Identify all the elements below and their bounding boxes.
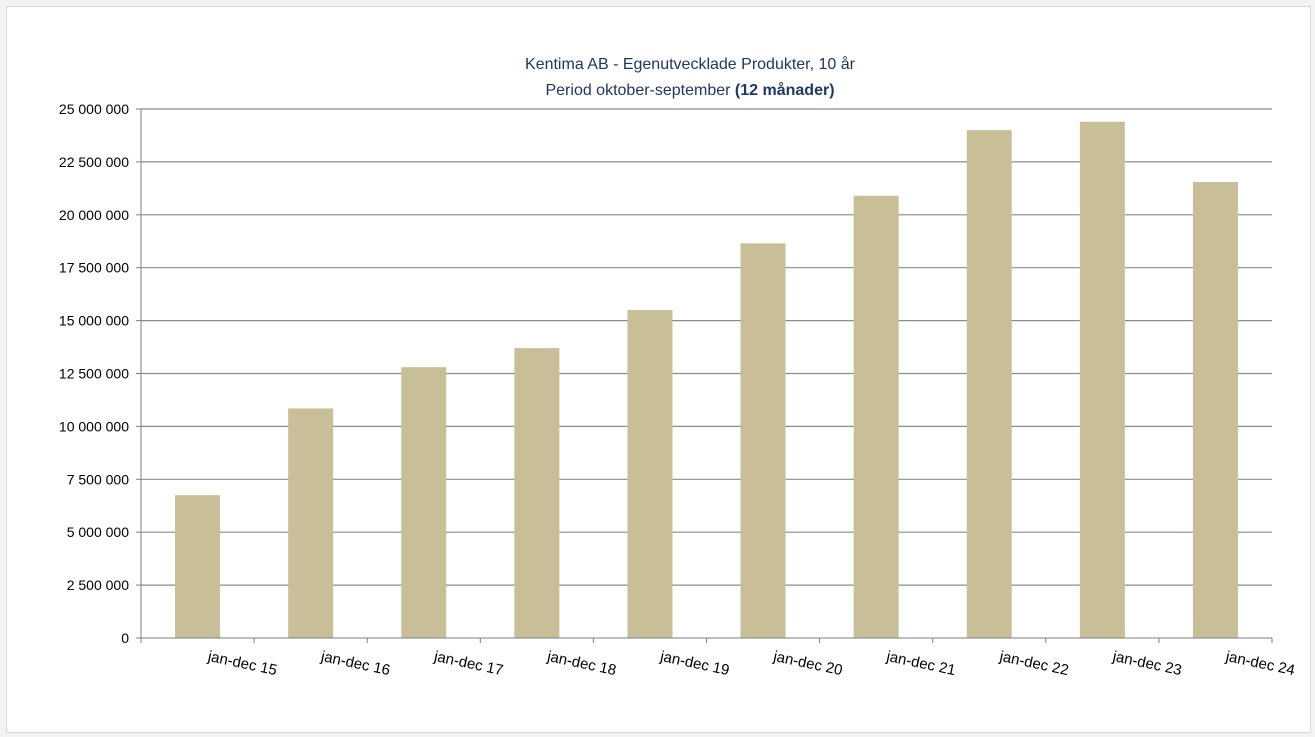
chart-frame: Kentima AB - Egenutvecklade Produkter, 1… — [6, 6, 1311, 733]
bar-jan-dec-18 — [514, 348, 560, 638]
y-tick-label: 10 000 000 — [59, 418, 129, 434]
y-tick-label: 25 000 000 — [59, 101, 129, 117]
x-tick-labels: jan-dec 15 jan-dec 16 jan-dec 17 jan-dec 18… — [205, 648, 1296, 679]
chart-title-line2: Period oktober-september (12 månader) — [545, 81, 834, 99]
y-tick-label: 12 500 000 — [59, 366, 129, 382]
x-tick-label: jan-dec 18 — [545, 648, 618, 679]
bar-jan-dec-16 — [288, 408, 334, 638]
y-tick-label: 22 500 000 — [59, 154, 129, 170]
bar-jan-dec-24 — [1192, 182, 1238, 638]
bar-jan-dec-22 — [966, 130, 1012, 638]
x-tick-label: jan-dec 16 — [319, 648, 392, 679]
y-tick-label: 7 500 000 — [67, 471, 129, 487]
chart-title-months: (12 månader) — [735, 81, 835, 99]
bar-jan-dec-23 — [1079, 121, 1125, 639]
x-tick-label: jan-dec 19 — [658, 648, 731, 679]
bar-chart: Kentima AB - Egenutvecklade Produkter, 1… — [59, 55, 1296, 679]
y-tick-labels: 0 2 500 000 5 000 000 7 500 000 10 000 000 12… — [59, 101, 129, 646]
y-tick-label: 0 — [121, 630, 129, 646]
chart-title-line1: Kentima AB - Egenutvecklade Produkter, 1… — [525, 55, 856, 73]
axes — [136, 108, 1273, 643]
y-tick-label: 5 000 000 — [67, 524, 129, 540]
bar-jan-dec-19 — [627, 310, 673, 638]
x-tick-label: jan-dec 23 — [1110, 648, 1183, 679]
x-tick-label: jan-dec 24 — [1223, 648, 1296, 679]
bar-jan-dec-20 — [740, 243, 786, 638]
bar-jan-dec-21 — [853, 195, 899, 639]
x-tick-label: jan-dec 15 — [205, 648, 278, 679]
x-tick-label: jan-dec 20 — [771, 648, 844, 679]
bars — [175, 121, 1238, 639]
y-tick-label: 2 500 000 — [67, 577, 129, 593]
bar-jan-dec-17 — [401, 367, 447, 638]
x-tick-label: jan-dec 17 — [432, 648, 505, 679]
x-tick-label: jan-dec 21 — [884, 648, 957, 679]
bar-jan-dec-15 — [175, 495, 221, 638]
y-tick-label: 17 500 000 — [59, 260, 129, 276]
y-tick-label: 15 000 000 — [59, 313, 129, 329]
x-tick-label: jan-dec 22 — [997, 648, 1070, 679]
chart-title-period: Period oktober-september — [545, 82, 734, 99]
y-tick-label: 20 000 000 — [59, 207, 129, 223]
